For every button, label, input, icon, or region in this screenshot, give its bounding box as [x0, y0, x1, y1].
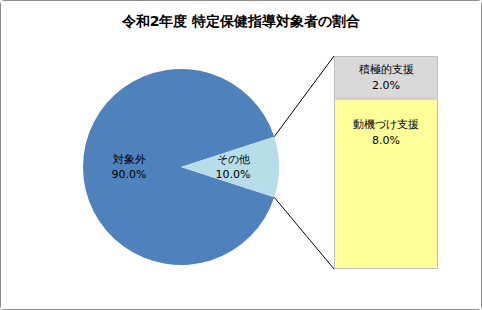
svg-text:積極的支援: 積極的支援: [359, 63, 414, 76]
svg-text:令和2年度 特定保健指導対象者の割合: 令和2年度 特定保健指導対象者の割合: [121, 13, 361, 29]
svg-text:対象外: 対象外: [113, 153, 146, 166]
svg-text:8.0%: 8.0%: [372, 134, 400, 147]
svg-text:動機づけ支援: 動機づけ支援: [353, 118, 419, 131]
svg-text:2.0%: 2.0%: [372, 79, 400, 92]
svg-text:その他: その他: [217, 153, 250, 166]
svg-text:90.0%: 90.0%: [112, 168, 147, 181]
svg-text:10.0%: 10.0%: [216, 168, 251, 181]
